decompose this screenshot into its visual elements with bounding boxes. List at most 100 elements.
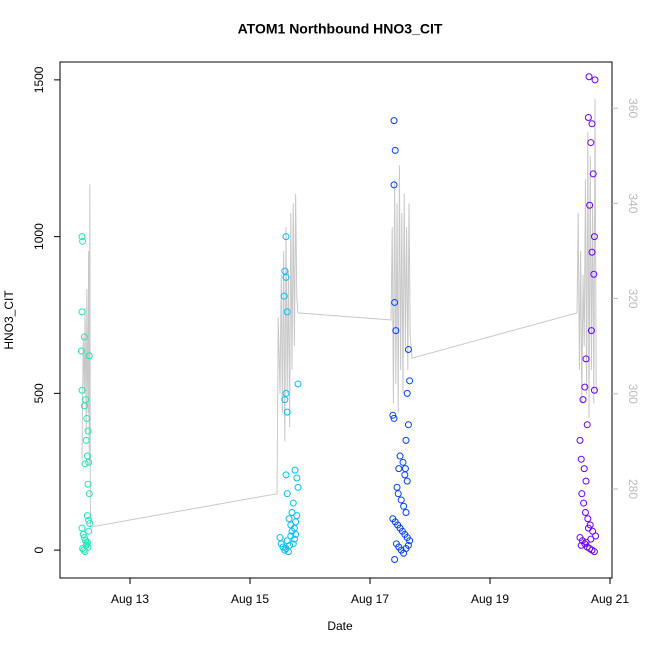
data-point bbox=[590, 548, 598, 556]
data-point bbox=[580, 499, 588, 507]
data-point bbox=[82, 541, 90, 549]
data-point bbox=[406, 377, 414, 385]
y2-tick-label: 280 bbox=[626, 479, 640, 499]
data-point bbox=[392, 327, 400, 335]
data-point bbox=[282, 233, 290, 241]
data-point bbox=[78, 308, 86, 316]
data-point bbox=[592, 532, 600, 540]
data-point bbox=[77, 347, 85, 355]
data-point bbox=[580, 465, 588, 473]
data-point bbox=[583, 421, 591, 429]
data-point bbox=[289, 499, 297, 507]
data-point bbox=[283, 408, 291, 416]
data-point bbox=[294, 380, 302, 388]
data-point bbox=[281, 267, 289, 275]
data-point bbox=[289, 540, 297, 548]
x-axis-label: Date bbox=[327, 619, 353, 633]
data-point bbox=[282, 471, 290, 479]
data-point bbox=[78, 524, 86, 532]
data-point bbox=[585, 73, 593, 81]
data-point bbox=[85, 516, 93, 524]
x-tick-label: Aug 21 bbox=[591, 592, 629, 606]
chart-title: ATOM1 Northbound HNO3_CIT bbox=[238, 21, 443, 37]
data-point bbox=[582, 538, 590, 546]
data-point bbox=[84, 427, 92, 435]
data-point bbox=[80, 402, 88, 410]
data-point bbox=[404, 421, 412, 429]
data-point bbox=[395, 465, 403, 473]
data-point bbox=[397, 496, 405, 504]
data-point bbox=[290, 535, 298, 543]
x-tick-label: Aug 17 bbox=[351, 592, 389, 606]
x-tick-label: Aug 19 bbox=[471, 592, 509, 606]
data-point bbox=[588, 120, 596, 128]
data-point bbox=[84, 480, 92, 488]
data-point bbox=[401, 471, 409, 479]
data-point bbox=[584, 524, 592, 532]
data-point bbox=[288, 527, 296, 535]
data-point bbox=[291, 466, 299, 474]
data-point bbox=[588, 248, 596, 256]
data-point bbox=[85, 490, 93, 498]
y2-tick-label: 320 bbox=[626, 289, 640, 309]
data-point bbox=[294, 483, 302, 491]
data-point bbox=[283, 490, 291, 498]
plot-frame bbox=[59, 61, 613, 579]
data-point bbox=[584, 113, 592, 121]
data-point bbox=[82, 436, 90, 444]
data-point bbox=[288, 508, 296, 516]
y-tick-label: 1000 bbox=[32, 223, 46, 250]
data-point bbox=[404, 345, 412, 353]
data-point bbox=[390, 117, 398, 125]
data-point bbox=[581, 508, 589, 516]
data-point bbox=[85, 527, 93, 535]
data-point bbox=[577, 455, 585, 463]
data-point bbox=[80, 333, 88, 341]
data-point bbox=[79, 237, 87, 245]
data-point bbox=[394, 490, 402, 498]
data-point bbox=[276, 534, 284, 542]
data-point bbox=[391, 298, 399, 306]
data-point bbox=[82, 537, 90, 545]
data-point bbox=[402, 436, 410, 444]
data-point bbox=[590, 270, 598, 278]
data-point bbox=[587, 139, 595, 147]
x-tick-label: Aug 13 bbox=[111, 592, 149, 606]
data-point bbox=[293, 474, 301, 482]
x-tick-label: Aug 15 bbox=[231, 592, 269, 606]
data-point bbox=[576, 436, 584, 444]
data-point bbox=[78, 233, 86, 241]
data-point bbox=[400, 502, 408, 510]
data-point bbox=[587, 327, 595, 335]
data-point bbox=[586, 201, 594, 209]
data-point bbox=[78, 386, 86, 394]
data-point bbox=[86, 519, 94, 527]
y2-tick-label: 300 bbox=[626, 384, 640, 404]
data-point bbox=[401, 465, 409, 473]
data-point bbox=[85, 352, 93, 360]
data-point bbox=[399, 458, 407, 466]
data-point bbox=[390, 181, 398, 189]
data-point bbox=[282, 389, 290, 397]
data-point bbox=[403, 477, 411, 485]
data-point bbox=[582, 477, 590, 485]
data-point bbox=[283, 308, 291, 316]
data-point bbox=[281, 546, 289, 554]
data-point bbox=[393, 483, 401, 491]
y-tick-label: 0 bbox=[32, 546, 46, 553]
y2-tick-label: 360 bbox=[626, 98, 640, 118]
data-point bbox=[292, 518, 300, 526]
data-point bbox=[85, 458, 93, 466]
data-point bbox=[577, 541, 585, 549]
data-point bbox=[582, 355, 590, 363]
data-point bbox=[83, 414, 91, 422]
data-point bbox=[79, 530, 87, 538]
data-point bbox=[396, 452, 404, 460]
data-point bbox=[581, 383, 589, 391]
data-point bbox=[390, 414, 398, 422]
data-point bbox=[578, 490, 586, 498]
data-point bbox=[281, 396, 289, 404]
data-point bbox=[587, 535, 595, 543]
data-point bbox=[391, 146, 399, 154]
